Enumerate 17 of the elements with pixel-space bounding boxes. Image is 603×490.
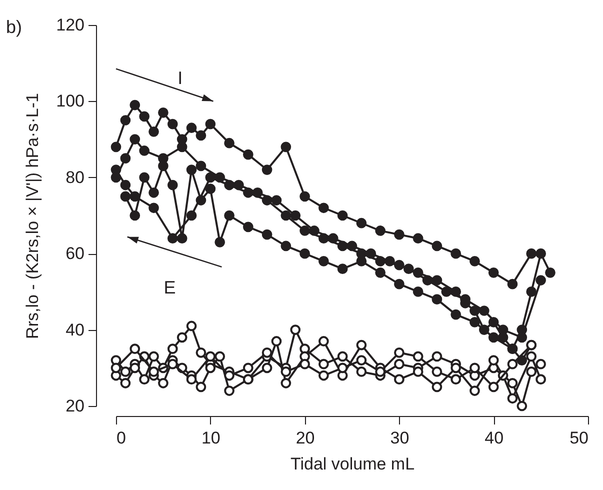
annotation: I: [178, 68, 183, 88]
x-axis-title: Tidal volume mL: [290, 454, 415, 474]
x-tick-label: 30: [390, 428, 410, 448]
x-tick-label: 50: [570, 428, 588, 448]
annotation: E: [164, 278, 176, 298]
x-tick-label: 10: [201, 428, 220, 448]
x-tick-label: 40: [484, 428, 504, 448]
x-tick-label: 20: [296, 428, 315, 448]
y-tick-label: 80: [66, 168, 84, 187]
x-tick-label: 0: [116, 428, 126, 448]
y-tick-label: 60: [66, 244, 84, 264]
text: b): [6, 17, 22, 37]
y-tick-label: 100: [56, 92, 84, 111]
y-tick-label: 20: [66, 396, 84, 416]
y-tick-label: 120: [56, 16, 84, 34]
y-axis-title: Rrs,lo - (K2rs,lo × |V'|) hPa·s·L-1: [23, 93, 42, 339]
y-tick-label: 40: [66, 320, 84, 340]
